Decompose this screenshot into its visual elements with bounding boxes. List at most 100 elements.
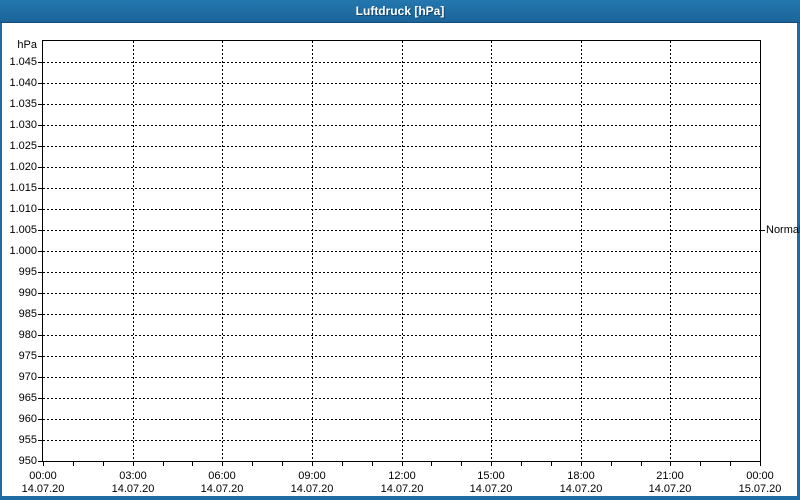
- y-axis-tick: [38, 209, 42, 210]
- y-tick-label: 1.030: [9, 119, 37, 131]
- y-tick-label: 1.035: [9, 98, 37, 110]
- y-tick-label: 1.000: [9, 245, 37, 257]
- x-axis-tick: [222, 462, 223, 466]
- x-tick-time-label: 15:00: [477, 470, 505, 482]
- y-axis-tick: [38, 293, 42, 294]
- gridline-vertical: [581, 41, 582, 461]
- gridline-vertical: [133, 41, 134, 461]
- gridline-horizontal: [43, 209, 760, 210]
- y-tick-label: 960: [18, 413, 37, 425]
- y-axis-tick: [38, 188, 42, 189]
- gridline-horizontal: [43, 230, 760, 231]
- gridline-vertical: [402, 41, 403, 461]
- x-tick-date-label: 14.07.20: [380, 483, 424, 495]
- x-tick-time-label: 00:00: [746, 470, 774, 482]
- x-axis-tick: [43, 462, 44, 466]
- title-bar: Luftdruck [hPa]: [0, 0, 800, 23]
- x-axis-tick: [282, 462, 283, 466]
- x-tick-time-label: 03:00: [119, 470, 147, 482]
- gridline-horizontal: [43, 377, 760, 378]
- x-tick-date-label: 14.07.20: [648, 483, 692, 495]
- x-tick-date-label: 14.07.20: [111, 483, 155, 495]
- x-axis-tick: [73, 462, 74, 466]
- x-axis-tick: [521, 462, 522, 466]
- x-axis-tick: [163, 462, 164, 466]
- gridline-vertical: [491, 41, 492, 461]
- y-tick-label: 1.005: [9, 224, 37, 236]
- y-axis-tick: [38, 461, 42, 462]
- gridline-horizontal: [43, 125, 760, 126]
- x-axis-tick: [402, 462, 403, 466]
- y-axis-tick: [38, 314, 42, 315]
- x-axis-tick: [103, 462, 104, 466]
- y-tick-label: 985: [18, 308, 37, 320]
- gridline-horizontal: [43, 293, 760, 294]
- y-tick-label: 1.025: [9, 140, 37, 152]
- y-tick-label: 1.010: [9, 203, 37, 215]
- gridline-vertical: [222, 41, 223, 461]
- x-axis-tick: [670, 462, 671, 466]
- x-axis-tick: [611, 462, 612, 466]
- gridline-horizontal: [43, 251, 760, 252]
- x-tick-time-label: 21:00: [656, 470, 684, 482]
- x-axis-tick: [192, 462, 193, 466]
- y-tick-label: 990: [18, 287, 37, 299]
- x-tick-date-label: 14.07.20: [469, 483, 513, 495]
- x-axis-tick: [700, 462, 701, 466]
- y-tick-label: 970: [18, 371, 37, 383]
- x-tick-date-label: 14.07.20: [290, 483, 334, 495]
- y-axis-tick: [38, 419, 42, 420]
- y-tick-label: 1.015: [9, 182, 37, 194]
- x-axis-tick: [551, 462, 552, 466]
- gridline-horizontal: [43, 419, 760, 420]
- x-axis-tick: [133, 462, 134, 466]
- gridline-horizontal: [43, 104, 760, 105]
- y-axis-tick: [38, 356, 42, 357]
- gridline-horizontal: [43, 398, 760, 399]
- gridline-horizontal: [43, 167, 760, 168]
- y-tick-label: 950: [18, 455, 37, 467]
- gridline-horizontal: [43, 188, 760, 189]
- y-axis-tick: [38, 146, 42, 147]
- x-axis-tick: [641, 462, 642, 466]
- y-axis-tick: [38, 272, 42, 273]
- y-axis-tick: [38, 398, 42, 399]
- gridline-vertical: [312, 41, 313, 461]
- x-tick-time-label: 06:00: [208, 470, 236, 482]
- x-axis-tick: [581, 462, 582, 466]
- x-tick-date-label: 15.07.20: [738, 483, 782, 495]
- gridline-horizontal: [43, 146, 760, 147]
- y-axis-tick: [38, 230, 42, 231]
- x-axis-tick: [461, 462, 462, 466]
- y-axis-unit-label: hPa: [17, 39, 37, 51]
- gridline-horizontal: [43, 83, 760, 84]
- x-tick-time-label: 12:00: [388, 470, 416, 482]
- y-tick-label: 1.045: [9, 56, 37, 68]
- x-tick-date-label: 14.07.20: [21, 483, 65, 495]
- gridline-vertical: [670, 41, 671, 461]
- normal-marker-tick: [761, 230, 765, 231]
- y-tick-label: 1.020: [9, 161, 37, 173]
- y-tick-label: 980: [18, 329, 37, 341]
- y-axis-tick: [38, 104, 42, 105]
- gridline-horizontal: [43, 335, 760, 336]
- x-tick-time-label: 18:00: [567, 470, 595, 482]
- x-axis-tick: [312, 462, 313, 466]
- normal-marker-label: Normal: [766, 224, 800, 236]
- y-tick-label: 955: [18, 434, 37, 446]
- y-axis-tick: [38, 125, 42, 126]
- gridline-horizontal: [43, 314, 760, 315]
- gridline-horizontal: [43, 440, 760, 441]
- x-axis-tick: [760, 462, 761, 466]
- y-tick-label: 995: [18, 266, 37, 278]
- y-tick-label: 975: [18, 350, 37, 362]
- y-axis-tick: [38, 377, 42, 378]
- x-axis-tick: [491, 462, 492, 466]
- y-tick-label: 965: [18, 392, 37, 404]
- x-tick-date-label: 14.07.20: [200, 483, 244, 495]
- x-tick-time-label: 00:00: [29, 470, 57, 482]
- x-axis-tick: [372, 462, 373, 466]
- gridline-horizontal: [43, 62, 760, 63]
- y-axis-tick: [38, 335, 42, 336]
